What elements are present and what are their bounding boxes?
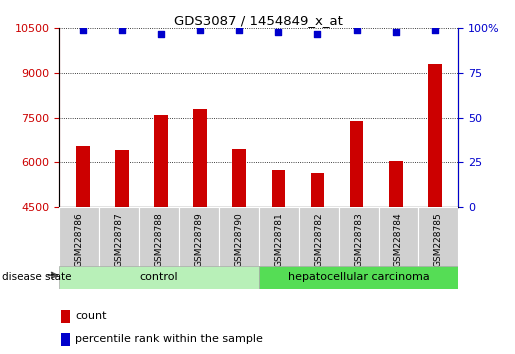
Bar: [232, 149, 246, 341]
Bar: [379, 207, 418, 267]
Bar: [193, 109, 207, 341]
Text: GSM228787: GSM228787: [115, 212, 124, 267]
Bar: [59, 207, 99, 267]
Bar: [339, 207, 379, 267]
Bar: [428, 64, 442, 341]
Bar: [179, 207, 219, 267]
Bar: [271, 170, 285, 341]
Bar: [154, 115, 168, 341]
Text: percentile rank within the sample: percentile rank within the sample: [75, 335, 263, 344]
Point: [274, 29, 282, 35]
Text: control: control: [140, 272, 178, 282]
Bar: [76, 146, 90, 341]
Bar: [311, 173, 324, 341]
Text: GSM228790: GSM228790: [234, 212, 243, 267]
Text: GSM228788: GSM228788: [154, 212, 163, 267]
Title: GDS3087 / 1454849_x_at: GDS3087 / 1454849_x_at: [175, 14, 343, 27]
Point: [196, 27, 204, 33]
Point: [391, 29, 400, 35]
Text: count: count: [75, 312, 107, 321]
Text: GSM228785: GSM228785: [434, 212, 443, 267]
Bar: [259, 266, 458, 289]
Bar: [259, 207, 299, 267]
Bar: [350, 121, 364, 341]
Text: GSM228783: GSM228783: [354, 212, 363, 267]
Bar: [418, 207, 458, 267]
Point: [352, 27, 360, 33]
Bar: [61, 310, 70, 323]
Point: [118, 27, 126, 33]
Bar: [389, 161, 403, 341]
Bar: [59, 266, 259, 289]
Text: disease state: disease state: [2, 272, 71, 282]
Bar: [115, 150, 129, 341]
Bar: [139, 207, 179, 267]
Bar: [61, 333, 70, 346]
Bar: [99, 207, 139, 267]
Bar: [299, 207, 339, 267]
Bar: [219, 207, 259, 267]
Point: [157, 31, 165, 36]
Text: GSM228789: GSM228789: [195, 212, 203, 267]
Text: GSM228782: GSM228782: [314, 212, 323, 267]
Text: GSM228784: GSM228784: [394, 212, 403, 267]
Text: GSM228786: GSM228786: [75, 212, 83, 267]
Point: [431, 27, 439, 33]
Point: [79, 27, 87, 33]
Text: GSM228781: GSM228781: [274, 212, 283, 267]
Text: hepatocellular carcinoma: hepatocellular carcinoma: [288, 272, 430, 282]
Point: [235, 27, 244, 33]
Point: [313, 31, 321, 36]
